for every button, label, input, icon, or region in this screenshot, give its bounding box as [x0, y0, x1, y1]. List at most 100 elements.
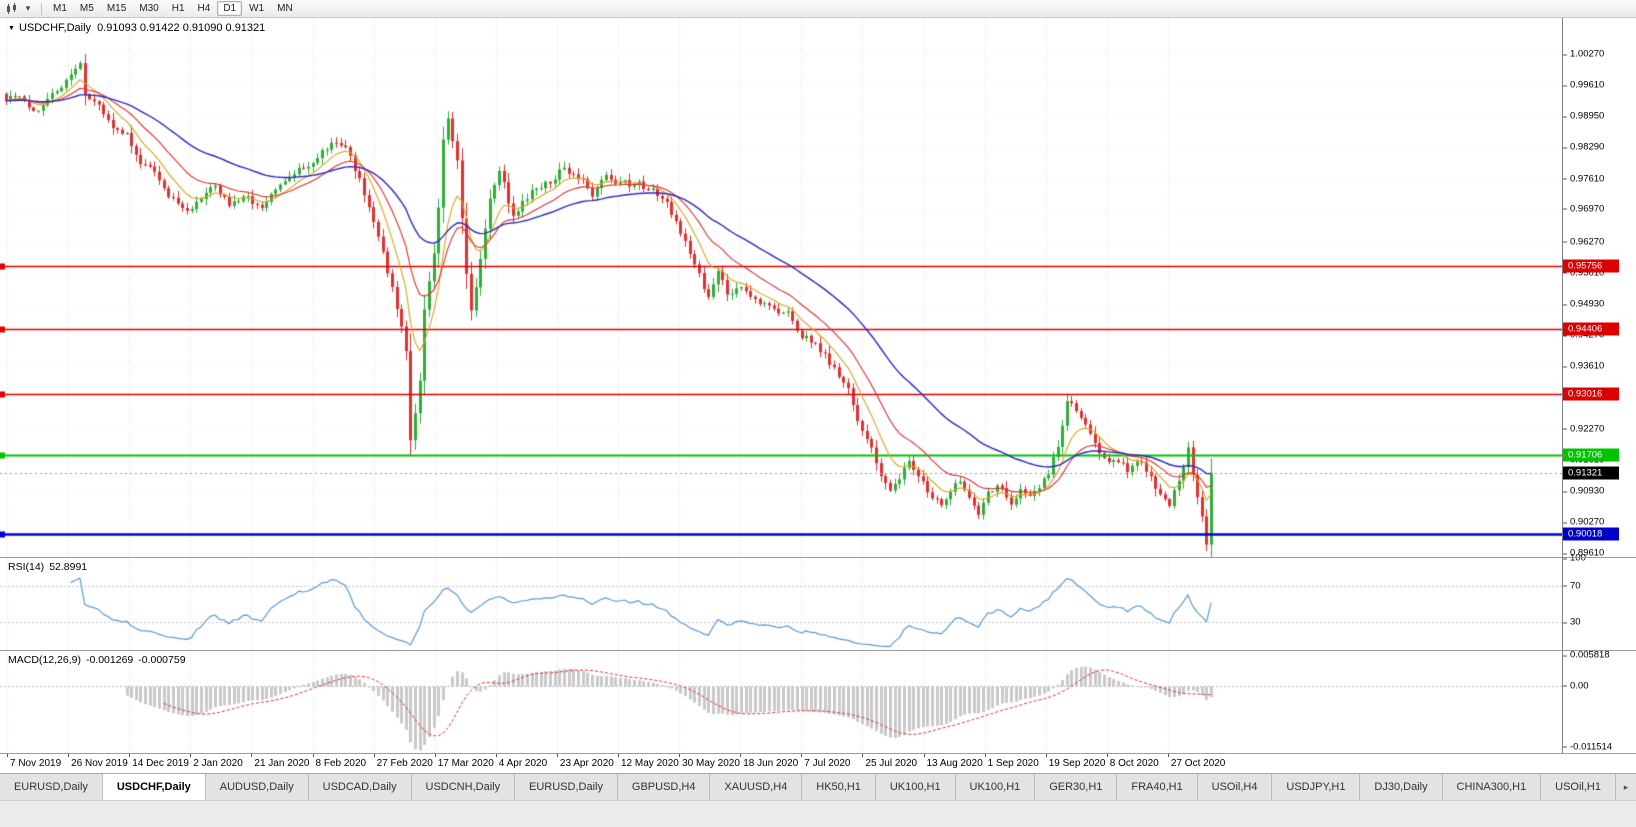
date-label: 14 Dec 2019 — [132, 758, 189, 769]
price-tick-label: 0.97610 — [1562, 173, 1605, 185]
chart-tab-china300-h1[interactable]: CHINA300,H1 — [1442, 774, 1542, 800]
date-label: 7 Nov 2019 — [10, 758, 62, 769]
time-tick — [557, 754, 558, 757]
date-label: 23 Apr 2020 — [559, 758, 614, 769]
time-tick — [251, 754, 252, 757]
chart-ohlc-values: 0.91093 0.91422 0.91090 0.91321 — [97, 22, 266, 34]
chart-tab-eurusd-daily[interactable]: EURUSD,Daily — [0, 774, 103, 800]
time-tick — [862, 754, 863, 757]
timeframe-button-h4[interactable]: H4 — [197, 3, 211, 14]
date-label: 8 Oct 2020 — [1109, 758, 1159, 769]
time-tick — [924, 754, 925, 757]
time-tick — [1046, 754, 1047, 757]
rsi-value: 52.8991 — [49, 561, 88, 573]
macd-indicator-label: MACD(12,26,9) -0.001269 -0.000759 — [8, 654, 191, 666]
date-label: 19 Sep 2020 — [1048, 758, 1106, 769]
timeframe-button-m30[interactable]: M30 — [139, 3, 159, 14]
chart-symbol-period: USDCHF,Daily — [18, 22, 92, 34]
toolbar: ▾ M1 M5 M15 M30 H1 H4 D1 W1 MN — [0, 0, 1636, 18]
chart-tab-hk50-h1[interactable]: HK50,H1 — [802, 774, 876, 800]
price-tick-label: 1.00270 — [1562, 48, 1605, 60]
time-tick — [985, 754, 986, 757]
timeframe-button-h1[interactable]: H1 — [171, 3, 185, 14]
timeframe-button-w1[interactable]: W1 — [249, 3, 265, 14]
panel-divider[interactable] — [0, 557, 1636, 558]
price-badge: 0.90018 — [1563, 527, 1619, 541]
date-label: 17 Mar 2020 — [437, 758, 494, 769]
chart-tab-audusd-daily[interactable]: AUDUSD,Daily — [205, 774, 309, 800]
panel-divider[interactable] — [0, 650, 1636, 651]
chart-tab-usdchf-daily[interactable]: USDCHF,Daily — [102, 774, 206, 800]
chart-tab-usoil-h1[interactable]: USOil,H1 — [1541, 774, 1616, 800]
price-badge: 0.94406 — [1563, 322, 1619, 336]
rsi-canvas[interactable] — [0, 558, 1562, 650]
price-tick-label: 0.89610 — [1562, 547, 1605, 559]
toolbar-separator — [41, 2, 42, 15]
chart-tab-gbpusd-h4[interactable]: GBPUSD,H4 — [617, 774, 711, 800]
macd-signal-value: -0.000759 — [138, 654, 186, 666]
rsi-tick-label: 70 — [1563, 580, 1581, 592]
date-label: 18 Jun 2020 — [743, 758, 799, 769]
price-tick-label: 0.99610 — [1562, 79, 1605, 91]
time-axis[interactable]: 7 Nov 2019 26 Nov 2019 14 Dec 2019 2 Jan 20… — [0, 754, 1562, 773]
candlestick-chart-icon[interactable] — [4, 2, 20, 16]
time-tick — [801, 754, 802, 757]
chart-tab-uk100-h1[interactable]: UK100,H1 — [875, 774, 956, 800]
price-badge: 0.91706 — [1563, 448, 1619, 462]
price-tick-label: 0.93610 — [1562, 360, 1605, 372]
chart-tab-uk100-h1[interactable]: UK100,H1 — [955, 774, 1036, 800]
price-tick-label: 0.90930 — [1562, 485, 1605, 497]
chart-tab-bar: EURUSD,Daily USDCHF,Daily AUDUSD,Daily USDC… — [0, 773, 1636, 800]
chart-tab-eurusd-daily[interactable]: EURUSD,Daily — [515, 774, 618, 800]
price-scale[interactable]: 1.00270 0.99610 0.98950 0.98290 0.97610 0.969… — [1562, 18, 1636, 753]
time-tick — [496, 754, 497, 757]
chart-marker-icon: ▼ — [8, 25, 15, 32]
macd-name: MACD(12,26,9) — [8, 654, 81, 666]
timeframe-button-m1[interactable]: M1 — [53, 3, 67, 14]
chart-tab-usdcnh-daily[interactable]: USDCNH,Daily — [411, 774, 516, 800]
macd-canvas[interactable] — [0, 651, 1562, 753]
price-tick-label: 0.92270 — [1562, 423, 1605, 435]
price-badge: 0.93016 — [1563, 387, 1619, 401]
chart-type-caret-icon[interactable]: ▾ — [25, 3, 31, 13]
tab-scroll-right-icon[interactable]: ▸ — [1615, 774, 1636, 800]
timeframe-button-mn[interactable]: MN — [277, 3, 293, 14]
chart-tab-usoil-h4[interactable]: USOil,H4 — [1197, 774, 1273, 800]
timeframe-button-m15[interactable]: M15 — [106, 3, 127, 14]
time-tick — [618, 754, 619, 757]
rsi-tick-label: 100 — [1563, 552, 1586, 564]
chart-tab-dj30-daily[interactable]: DJ30,Daily — [1360, 774, 1443, 800]
date-label: 7 Jul 2020 — [804, 758, 851, 769]
macd-tick-label: 0.00 — [1563, 680, 1589, 692]
price-chart-canvas[interactable] — [0, 18, 1562, 557]
current-price-badge: 0.91321 — [1563, 466, 1619, 480]
time-tick — [1168, 754, 1169, 757]
chart-tab-usdcad-daily[interactable]: USDCAD,Daily — [308, 774, 412, 800]
date-label: 8 Feb 2020 — [315, 758, 367, 769]
date-label: 26 Nov 2019 — [71, 758, 128, 769]
price-tick-label: 0.98290 — [1562, 141, 1605, 153]
date-label: 27 Oct 2020 — [1170, 758, 1226, 769]
date-label: 13 Aug 2020 — [926, 758, 983, 769]
timeframe-button-d1[interactable]: D1 — [217, 1, 243, 16]
time-axis-divider — [0, 753, 1636, 754]
chart-tab-fra40-h1[interactable]: FRA40,H1 — [1117, 774, 1198, 800]
macd-tick-label: -0.011514 — [1562, 741, 1613, 753]
timeframe-buttons: M1 M5 M15 M30 H1 H4 D1 W1 MN — [47, 1, 299, 16]
timeframe-button-m5[interactable]: M5 — [79, 3, 94, 14]
time-tick — [740, 754, 741, 757]
chart-tab-usdjpy-h1[interactable]: USDJPY,H1 — [1272, 774, 1361, 800]
time-tick — [313, 754, 314, 757]
date-label: 21 Jan 2020 — [254, 758, 310, 769]
rsi-tick-label: 30 — [1563, 616, 1581, 628]
date-label: 27 Feb 2020 — [376, 758, 433, 769]
price-tick-label: 0.96270 — [1562, 236, 1605, 248]
date-label: 4 Apr 2020 — [498, 758, 548, 769]
chart-tab-ger30-h1[interactable]: GER30,H1 — [1035, 774, 1118, 800]
date-label: 30 May 2020 — [682, 758, 740, 769]
time-tick — [190, 754, 191, 757]
price-tick-label: 0.96970 — [1562, 203, 1605, 215]
chart-tab-xauusd-h4[interactable]: XAUUSD,H4 — [710, 774, 803, 800]
price-tick-label: 0.98950 — [1562, 110, 1605, 122]
